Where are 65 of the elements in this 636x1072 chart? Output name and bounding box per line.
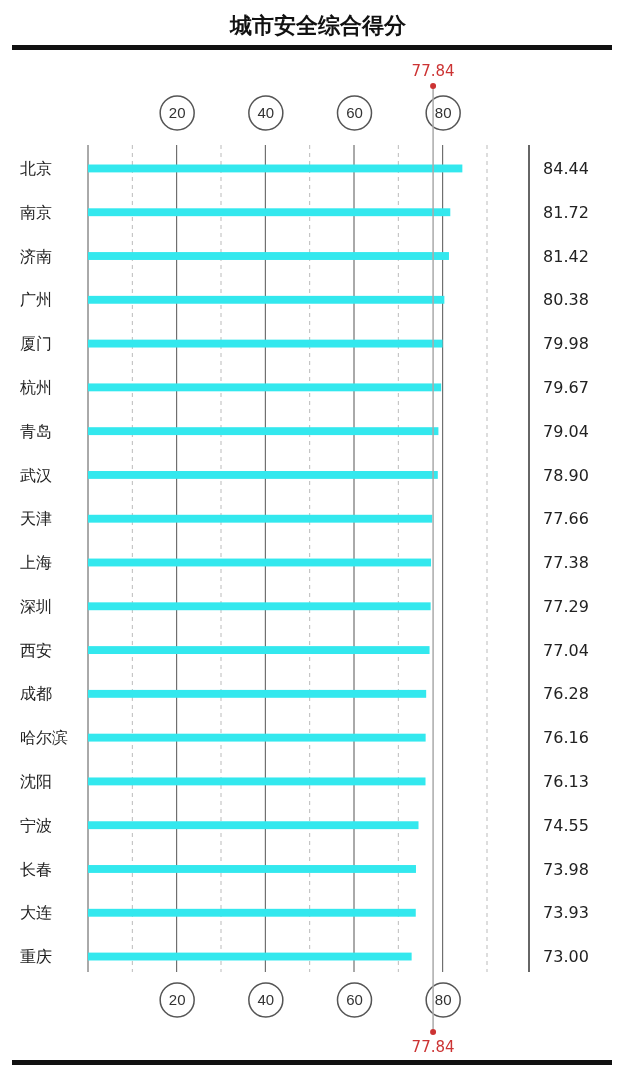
- y-tick-label: 沈阳: [20, 772, 52, 792]
- y-tick-label: 长春: [20, 859, 52, 879]
- y-tick-label: 宁波: [20, 815, 52, 835]
- bar: [88, 208, 451, 217]
- y-tick-label: 哈尔滨: [20, 728, 68, 748]
- data-label: 76.13: [543, 772, 589, 792]
- y-tick-label: 深圳: [20, 596, 52, 616]
- x-tick-label: 80: [434, 991, 452, 1009]
- x2-tick-label: 40: [257, 104, 275, 122]
- bar: [88, 908, 416, 917]
- bar: [88, 339, 443, 348]
- y-tick-label: 广州: [20, 290, 52, 310]
- y-tick-label: 厦门: [20, 334, 52, 354]
- data-label: 79.98: [543, 334, 589, 354]
- y-tick-label: 重庆: [20, 947, 52, 967]
- data-label: 73.00: [543, 947, 589, 967]
- text: 77.84: [411, 1038, 455, 1056]
- x2-tick-label: 20: [168, 104, 186, 122]
- x-tick-label: 20: [168, 991, 186, 1009]
- data-label: 74.55: [543, 815, 589, 835]
- bar: [88, 733, 426, 742]
- data-label: 77.66: [543, 509, 589, 529]
- ref-line-label: 77.84: [411, 62, 455, 80]
- y-tick-label: 武汉: [20, 465, 52, 485]
- y-tick-label: 杭州: [19, 377, 52, 397]
- bar: [88, 427, 439, 436]
- bar: [88, 383, 442, 392]
- bar: [88, 514, 433, 523]
- y-tick-label: 天津: [20, 509, 52, 529]
- bar: [88, 689, 427, 698]
- bar: [88, 777, 426, 786]
- y-tick-label: 南京: [20, 202, 52, 222]
- data-label: 81.72: [543, 202, 589, 222]
- bar: [88, 602, 431, 611]
- y-tick-label: 济南: [20, 246, 52, 266]
- bar: [88, 470, 438, 479]
- data-label: 73.98: [543, 859, 589, 879]
- y-tick-label: 大连: [20, 903, 52, 923]
- data-label: 81.42: [543, 246, 589, 266]
- data-label: 77.04: [543, 640, 589, 660]
- data-label: 79.04: [543, 421, 589, 441]
- chart-title: 城市安全综合得分: [229, 13, 407, 38]
- data-label: 80.38: [543, 290, 589, 310]
- y-tick-label: 北京: [20, 159, 52, 179]
- bar: [88, 821, 419, 830]
- bar: [88, 252, 449, 260]
- data-label: 76.28: [543, 684, 589, 704]
- x2-tick-label: 60: [346, 104, 363, 122]
- bar: [88, 646, 430, 655]
- data-label: 78.90: [543, 465, 589, 485]
- y-tick-label: 成都: [20, 684, 52, 704]
- y-tick-label: 上海: [20, 553, 52, 573]
- data-label: 79.67: [543, 377, 589, 397]
- bar: [88, 295, 445, 304]
- data-label: 76.16: [543, 728, 589, 748]
- x-tick-label: 40: [257, 991, 275, 1009]
- data-label: 73.93: [543, 903, 589, 923]
- data-label: 84.44: [543, 159, 589, 179]
- x-tick-label: 60: [346, 991, 363, 1009]
- bar: [88, 865, 416, 873]
- x2-tick-label: 80: [434, 104, 452, 122]
- data-label: 77.29: [543, 596, 589, 616]
- y-tick-label: 西安: [20, 640, 52, 660]
- y-tick-label: 青岛: [20, 421, 52, 441]
- data-label: 77.38: [543, 553, 589, 573]
